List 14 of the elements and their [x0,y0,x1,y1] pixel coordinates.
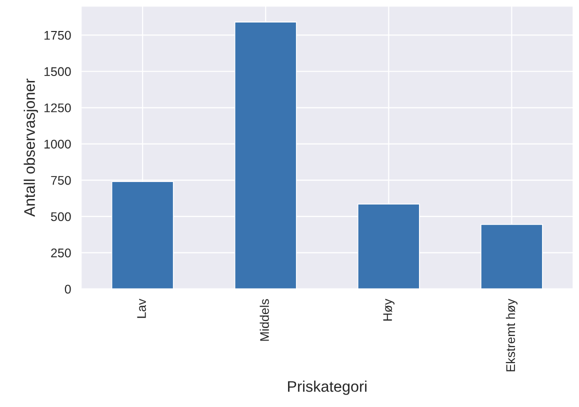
y-tick-label: 250 [51,248,71,258]
y-tick-label: 1500 [44,67,71,76]
y-tick-label: 500 [50,212,71,222]
y-tick-label: 1250 [44,103,71,112]
x-tick-label: Middels [260,299,269,341]
y-tick-label: 1000 [44,140,71,149]
y-tick-label: 750 [51,176,71,185]
y-tick-label: 1750 [44,30,71,40]
x-tick-label: Ekstremt høy [506,298,518,372]
x-tick-label: Lav [137,298,146,318]
x-axis-title: Priskategori [288,380,366,395]
x-tick-label: Høy [383,298,394,321]
y-tick-label: 0 [64,284,71,294]
y-axis-title: Antall observasjoner [24,78,38,217]
